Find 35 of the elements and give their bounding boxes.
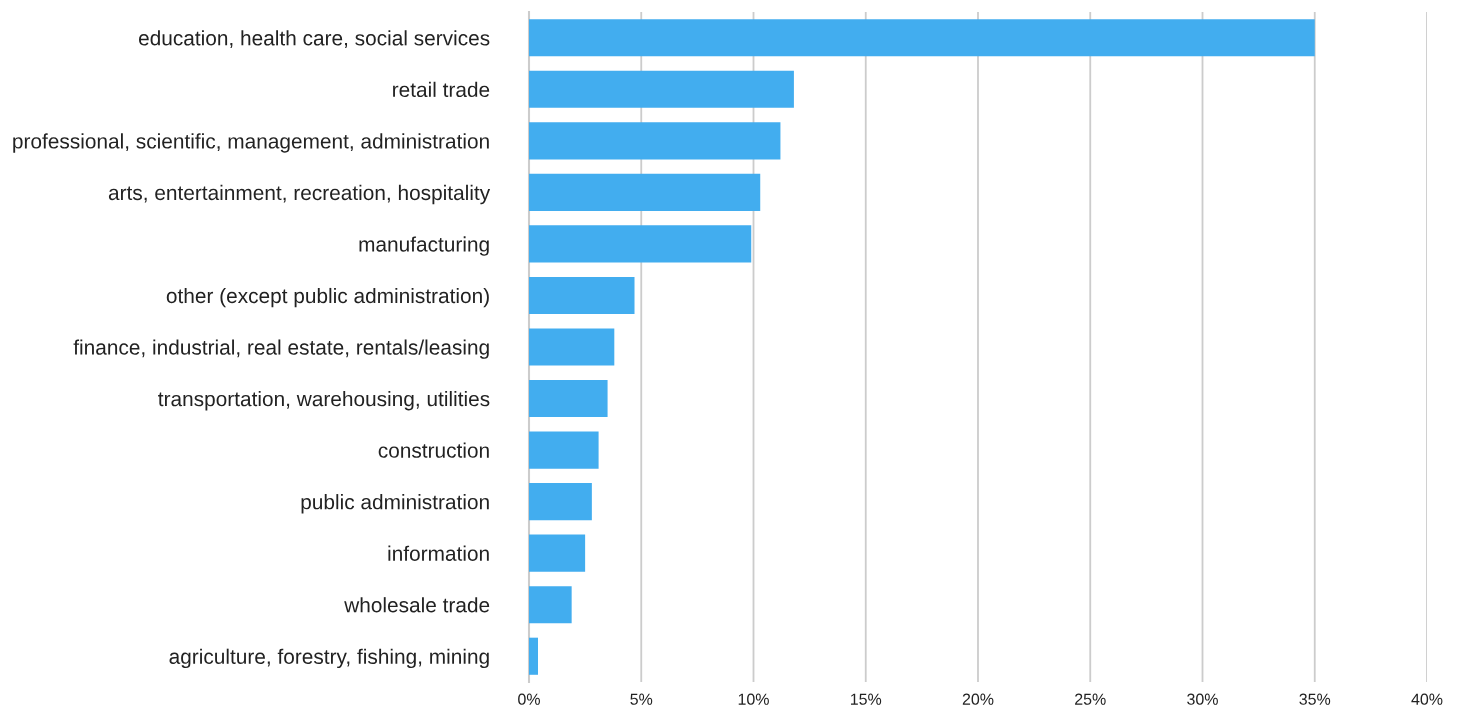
bar: [529, 225, 752, 263]
y-tick-label: transportation, warehousing, utilities: [158, 390, 490, 411]
y-tick-label: retail trade: [393, 81, 490, 98]
bar: [529, 534, 586, 572]
y-tick-label: finance, industrial, real estate, rentals/leasing: [73, 339, 489, 359]
bar: [529, 483, 592, 521]
y-tick-label: manufacturing: [359, 236, 489, 256]
bar: [529, 19, 1315, 57]
x-tick-label: 35%: [1299, 693, 1331, 705]
x-tick-label: 10%: [738, 693, 769, 705]
x-tick-label: 15%: [850, 693, 882, 705]
x-tick-label: 40%: [1411, 693, 1443, 705]
y-tick-label: professional, scientific, management, administration: [13, 133, 489, 153]
y-tick-label: wholesale trade: [344, 597, 490, 613]
bar: [529, 586, 572, 624]
y-tick-label: construction: [378, 442, 489, 458]
y-tick-label: public administration: [301, 494, 489, 514]
y-tick-label: other (except public administration): [166, 287, 489, 308]
x-tick-label: 25%: [1075, 693, 1106, 705]
bar: [529, 637, 538, 675]
y-tick-label: education, health care, social services: [138, 30, 490, 48]
bar: [529, 122, 781, 160]
y-tick-label: agriculture, forestry, fishing, mining: [169, 648, 489, 669]
bar: [529, 379, 608, 418]
bar: [529, 431, 599, 469]
bar: [529, 328, 615, 366]
bar: [529, 173, 761, 211]
y-tick-label: arts, entertainment, recreation, hospitality: [108, 184, 491, 205]
x-tick-label: 5%: [630, 693, 653, 705]
x-tick-label: 30%: [1187, 693, 1218, 705]
x-tick-label: 0%: [518, 693, 540, 705]
bar: [529, 70, 794, 108]
x-tick-label: 20%: [962, 693, 994, 705]
bar: [529, 276, 635, 315]
y-tick-label: information: [388, 545, 489, 561]
